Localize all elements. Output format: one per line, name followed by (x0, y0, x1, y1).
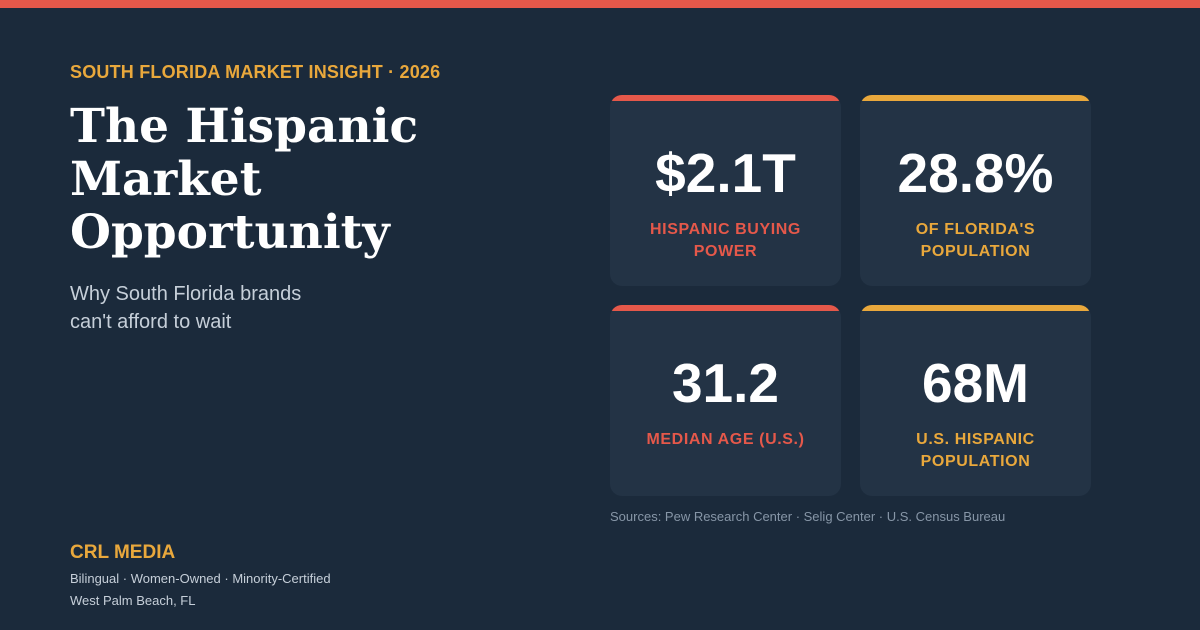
stat-label-line-1: HISPANIC BUYING (650, 221, 801, 238)
subtitle: Why South Florida brands can't afford to… (70, 280, 350, 336)
stat-label: OF FLORIDA'S POPULATION (880, 219, 1071, 263)
stat-card-florida-population: 28.8% OF FLORIDA'S POPULATION (860, 95, 1091, 286)
stat-card-buying-power: $2.1T HISPANIC BUYING POWER (610, 95, 841, 286)
brand-location: West Palm Beach, FL (70, 593, 196, 608)
stat-label-line-2: POPULATION (920, 453, 1031, 470)
stat-label: HISPANIC BUYING POWER (630, 219, 821, 263)
eyebrow-label: SOUTH FLORIDA MARKET INSIGHT · 2026 (70, 62, 441, 82)
card-accent-bar (860, 305, 1091, 311)
sources-note: Sources: Pew Research Center · Selig Cen… (610, 509, 1006, 524)
headline-line-1: The Hispanic (70, 99, 419, 154)
top-accent-bar (0, 0, 1200, 8)
stat-label-line-2: POPULATION (920, 243, 1031, 260)
stat-label-line-2: POWER (693, 243, 758, 260)
card-accent-bar (860, 95, 1091, 101)
page-title: The Hispanic Market Opportunity (70, 100, 510, 259)
card-accent-bar (610, 305, 841, 311)
card-accent-bar (610, 95, 841, 101)
stat-value: 28.8% (897, 142, 1054, 204)
headline-line-2: Market (70, 152, 262, 207)
stat-label-line-1: MEDIAN AGE (U.S.) (646, 431, 805, 448)
stat-label-line-1: OF FLORIDA'S (915, 221, 1036, 238)
stat-card-median-age: 31.2 MEDIAN AGE (U.S.) (610, 305, 841, 496)
stat-card-us-hispanic-population: 68M U.S. HISPANIC POPULATION (860, 305, 1091, 496)
stat-label: U.S. HISPANIC POPULATION (880, 429, 1071, 473)
brand-name: CRL MEDIA (70, 542, 176, 563)
brand-tagline: Bilingual · Women-Owned · Minority-Certi… (70, 571, 331, 586)
headline-line-3: Opportunity (70, 205, 390, 260)
stat-label: MEDIAN AGE (U.S.) (630, 429, 821, 451)
stat-label-line-1: U.S. HISPANIC (916, 431, 1035, 448)
subtitle-line-1: Why South Florida brands (70, 283, 302, 305)
stat-value: 31.2 (671, 352, 780, 414)
stat-value: 68M (922, 352, 1029, 414)
subtitle-line-2: can't afford to wait (70, 311, 232, 333)
stat-value: $2.1T (655, 142, 796, 204)
